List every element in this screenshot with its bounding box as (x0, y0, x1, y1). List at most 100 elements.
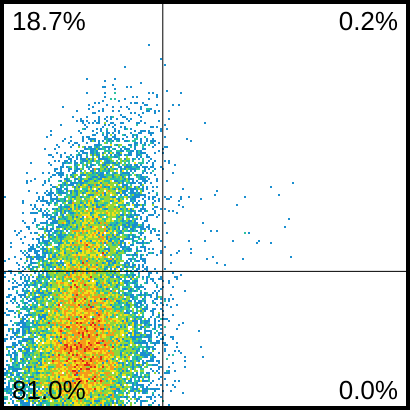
density-dot (124, 204, 126, 206)
density-dot (130, 302, 132, 304)
density-dot (56, 250, 58, 252)
density-dot (112, 194, 114, 196)
density-dot (106, 274, 108, 276)
density-dot (66, 178, 68, 180)
density-dot (102, 332, 104, 334)
density-dot (92, 130, 94, 132)
density-dot (112, 266, 114, 268)
density-dot (92, 278, 94, 280)
density-dot (168, 210, 170, 212)
density-dot (112, 322, 114, 324)
density-dot (62, 200, 64, 202)
density-dot (164, 298, 166, 300)
density-dot (132, 192, 134, 194)
density-dot (118, 180, 120, 182)
density-dot (108, 288, 110, 290)
density-dot (68, 276, 70, 278)
density-dot (48, 320, 50, 322)
density-dot (60, 124, 62, 126)
density-dot (120, 246, 122, 248)
density-dot (126, 210, 128, 212)
density-dot (108, 168, 110, 170)
density-dot (58, 222, 60, 224)
density-dot (76, 120, 78, 122)
density-dot (148, 160, 150, 162)
density-dot (114, 326, 116, 328)
density-dot (70, 236, 72, 238)
density-dot (86, 282, 88, 284)
density-dot (94, 314, 96, 316)
density-dot (76, 282, 78, 284)
density-dot (80, 280, 82, 282)
density-dot (92, 312, 94, 314)
density-dot (106, 292, 108, 294)
density-dot (58, 230, 60, 232)
density-dot (128, 324, 130, 326)
density-dot (74, 212, 76, 214)
density-dot (126, 318, 128, 320)
density-dot (94, 328, 96, 330)
density-dot (94, 184, 96, 186)
density-dot (128, 160, 130, 162)
density-dot (88, 212, 90, 214)
density-dot (90, 298, 92, 300)
density-dot (78, 268, 80, 270)
density-dot (86, 198, 88, 200)
density-dot (112, 328, 114, 330)
density-dot (82, 262, 84, 264)
density-dot (100, 274, 102, 276)
density-dot (70, 308, 72, 310)
density-dot (58, 308, 60, 310)
density-dot (70, 248, 72, 250)
density-dot (36, 266, 38, 268)
density-dot (36, 326, 38, 328)
density-dot (156, 298, 158, 300)
density-dot (74, 322, 76, 324)
density-dot (146, 242, 148, 244)
density-dot (106, 210, 108, 212)
density-dot (78, 274, 80, 276)
density-dot (60, 254, 62, 256)
density-dot (102, 304, 104, 306)
density-dot (82, 230, 84, 232)
density-dot (98, 102, 100, 104)
density-dot (126, 320, 128, 322)
density-dot (134, 138, 136, 140)
density-dot (78, 244, 80, 246)
density-dot (90, 268, 92, 270)
density-dot (146, 218, 148, 220)
density-dot (124, 250, 126, 252)
density-dot (60, 302, 62, 304)
density-dot (108, 220, 110, 222)
density-dot (22, 242, 24, 244)
density-dot (146, 166, 148, 168)
density-dot (98, 168, 100, 170)
density-dot (28, 300, 30, 302)
density-dot (108, 324, 110, 326)
density-dot (74, 196, 76, 198)
density-dot (116, 318, 118, 320)
density-dot (80, 224, 82, 226)
density-dot (90, 314, 92, 316)
density-dot (122, 198, 124, 200)
density-dot (52, 212, 54, 214)
density-dot (98, 262, 100, 264)
density-dot (80, 284, 82, 286)
density-dot (108, 234, 110, 236)
density-dot (88, 260, 90, 262)
density-dot (104, 252, 106, 254)
density-dot (140, 162, 142, 164)
density-dot (90, 244, 92, 246)
density-dot (40, 242, 42, 244)
density-dot (66, 264, 68, 266)
density-dot (70, 278, 72, 280)
density-dot (120, 264, 122, 266)
density-dot (80, 248, 82, 250)
density-dot (52, 318, 54, 320)
density-dot (80, 324, 82, 326)
density-dot (128, 202, 130, 204)
density-dot (72, 244, 74, 246)
density-dot (74, 256, 76, 258)
density-dot (122, 264, 124, 266)
density-dot (68, 228, 70, 230)
